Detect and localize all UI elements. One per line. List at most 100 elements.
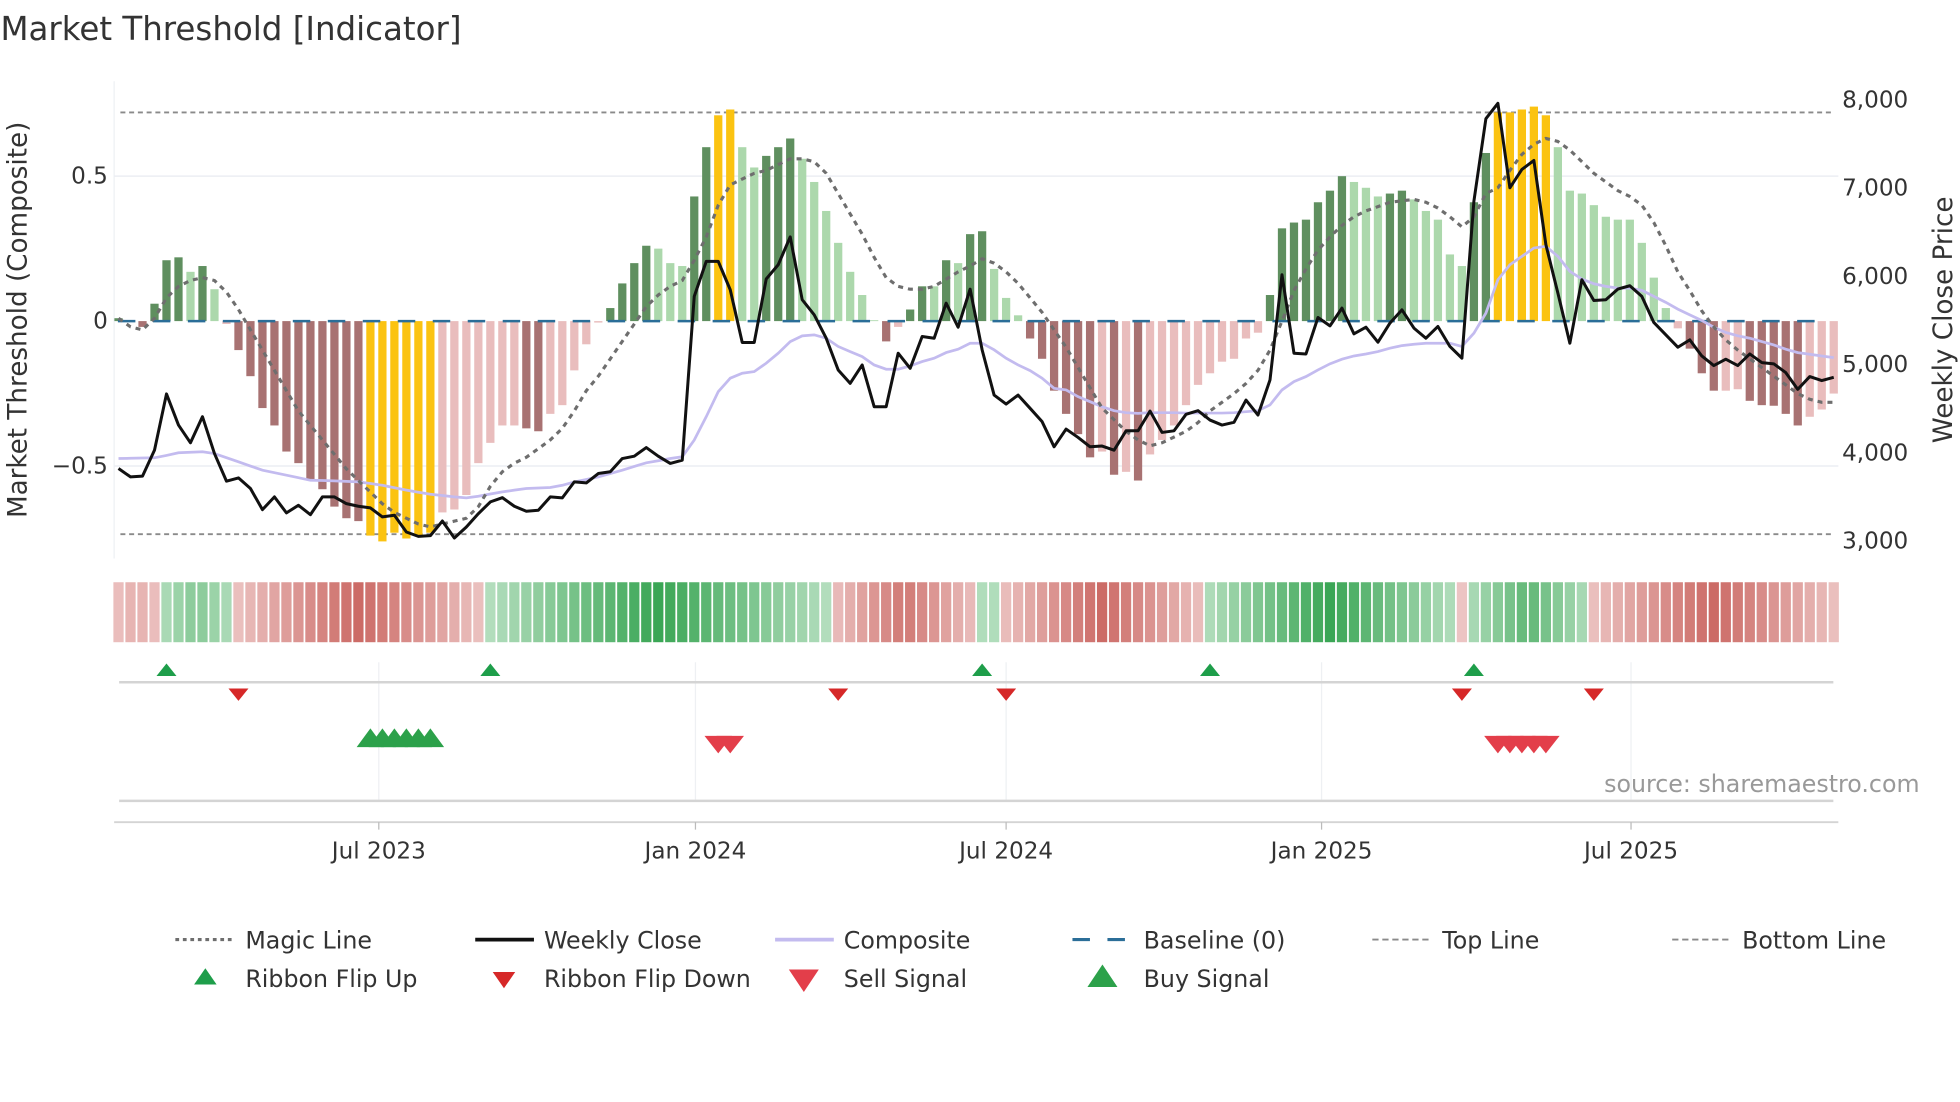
threshold-bar: [1709, 321, 1718, 391]
threshold-bar: [1613, 219, 1622, 322]
ribbon-cell: [1228, 582, 1240, 643]
legend-item-top-line[interactable]: Top Line: [1372, 926, 1539, 954]
ribbon-cell: [869, 582, 880, 643]
threshold-bar: [1565, 190, 1574, 322]
threshold-bar: [1001, 297, 1011, 322]
ribbon-cell: [1612, 582, 1623, 643]
x-tick-label: Jan 2025: [1269, 838, 1373, 864]
ribbon-flip-down-marker: [828, 688, 849, 701]
ribbon-cell: [1528, 582, 1539, 643]
triangle-up-icon: [1087, 964, 1118, 988]
ribbon-cell: [497, 582, 508, 643]
threshold-bar: [1145, 321, 1155, 455]
ribbon-cell: [749, 582, 760, 643]
ribbon-cell: [988, 582, 1000, 643]
threshold-bar: [1817, 321, 1826, 410]
x-tick-label: Jul 2024: [957, 838, 1053, 864]
legend-item-magic-line[interactable]: Magic Line: [175, 926, 372, 954]
threshold-bar: [510, 321, 519, 426]
threshold-bar: [378, 321, 387, 542]
threshold-bar: [762, 155, 771, 322]
threshold-bar: [630, 263, 639, 322]
ribbon-cell: [581, 582, 592, 643]
threshold-bar: [390, 321, 399, 533]
threshold-bar: [606, 308, 615, 322]
ribbon-cell: [293, 582, 304, 643]
threshold-bar: [1517, 109, 1527, 322]
sell-signal-marker: [1532, 735, 1560, 754]
ribbon-cell: [377, 582, 388, 643]
ribbon-cell: [1000, 582, 1012, 643]
series-lines: [117, 101, 1835, 540]
threshold-bar: [774, 147, 783, 322]
ribbon-cell: [905, 582, 916, 643]
left-tick-label: 0: [93, 309, 108, 335]
threshold-bar: [366, 321, 375, 536]
legend-item-bottom-line[interactable]: Bottom Line: [1672, 926, 1886, 954]
threshold-bar: [1337, 176, 1347, 322]
left-tick-label: 0.5: [71, 164, 108, 190]
threshold-bar: [978, 231, 987, 322]
ribbon-cell: [173, 582, 184, 643]
ribbon-cell: [845, 582, 856, 643]
threshold-bar: [1409, 199, 1419, 322]
ribbon-cell: [665, 582, 676, 643]
ribbon-cell: [221, 582, 232, 643]
threshold-bar: [1205, 321, 1215, 374]
sell-signal-marker: [716, 735, 744, 754]
ribbon-cell: [401, 582, 412, 643]
ribbon-cell: [1468, 582, 1480, 643]
ribbon-cell: [593, 582, 604, 643]
ribbon-cell: [1744, 582, 1755, 643]
ribbon-cell: [1828, 582, 1839, 643]
ribbon-cell: [953, 582, 964, 643]
ribbon-cell: [1444, 582, 1456, 643]
legend-label: Ribbon Flip Up: [245, 965, 417, 993]
legend-item-buy-signal[interactable]: Buy Signal: [1087, 964, 1269, 993]
ribbon-cell: [113, 582, 124, 643]
threshold-bar: [894, 321, 903, 327]
ribbon-cell: [893, 582, 904, 643]
ribbon-cell: [725, 582, 736, 643]
threshold-bar: [1049, 321, 1059, 391]
ribbon-cell: [1660, 582, 1671, 643]
threshold-bar: [1541, 115, 1550, 322]
ribbon-cell: [1684, 582, 1695, 643]
ribbon-cell: [305, 582, 316, 643]
ribbon-cell: [1792, 582, 1803, 643]
legend-item-sell-signal[interactable]: Sell Signal: [788, 965, 967, 993]
threshold-bar: [1013, 315, 1023, 322]
ribbon-cell: [1432, 582, 1444, 643]
gridlines: [114, 111, 1839, 536]
threshold-bar: [522, 321, 531, 429]
ribbon-cell: [1096, 582, 1108, 643]
threshold-bar: [462, 321, 471, 496]
legend-item-baseline[interactable]: Baseline (0): [1072, 926, 1285, 954]
legend-item-composite[interactable]: Composite: [775, 926, 970, 954]
left-axis-label: Market Threshold (Composite): [4, 122, 34, 518]
ribbon-cell: [1804, 582, 1815, 643]
ribbon-cell: [1336, 582, 1348, 643]
threshold-bar: [1493, 112, 1503, 322]
legend-label: Magic Line: [245, 926, 372, 954]
ribbon-cell: [1168, 582, 1180, 643]
threshold-bar: [882, 321, 891, 342]
threshold-bar: [1193, 321, 1203, 385]
ribbon-flip-down-marker: [228, 688, 249, 701]
threshold-bar: [1181, 321, 1191, 406]
legend-item-ribbon-flip-up[interactable]: Ribbon Flip Up: [194, 965, 417, 993]
threshold-bar: [690, 196, 699, 322]
threshold-bar: [1217, 321, 1227, 362]
threshold-bar: [906, 309, 915, 322]
legend-item-weekly-close[interactable]: Weekly Close: [475, 926, 702, 954]
ribbon-cell: [449, 582, 460, 643]
right-axis-ticks: 8,000 7,000 6,000 5,000 4,000 3,000: [1842, 87, 1908, 554]
threshold-bar: [846, 271, 855, 322]
ribbon-cell: [965, 582, 976, 643]
ribbon-cell: [1720, 582, 1731, 643]
right-tick-label: 6,000: [1842, 264, 1908, 290]
ribbon-cell: [1480, 582, 1492, 643]
legend-item-ribbon-flip-down[interactable]: Ribbon Flip Down: [492, 965, 751, 993]
ribbon-cell: [881, 582, 892, 643]
ribbon-cell: [233, 582, 244, 643]
